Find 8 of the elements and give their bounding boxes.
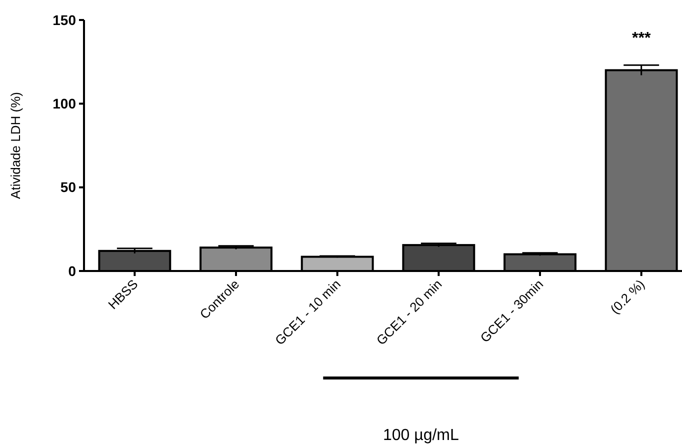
y-tick-label: 0 — [68, 262, 76, 279]
y-axis-title: Atividade LDH (%) — [8, 92, 23, 199]
text: 100 µg/mL — [382, 427, 459, 444]
y-tick-label: 50 — [60, 179, 76, 196]
annotation: *** — [632, 30, 652, 48]
y-tick-label: 100 — [52, 96, 76, 112]
y-tick-label: 150 — [52, 12, 76, 28]
x-tick-label: (0.2 %) — [607, 276, 648, 317]
